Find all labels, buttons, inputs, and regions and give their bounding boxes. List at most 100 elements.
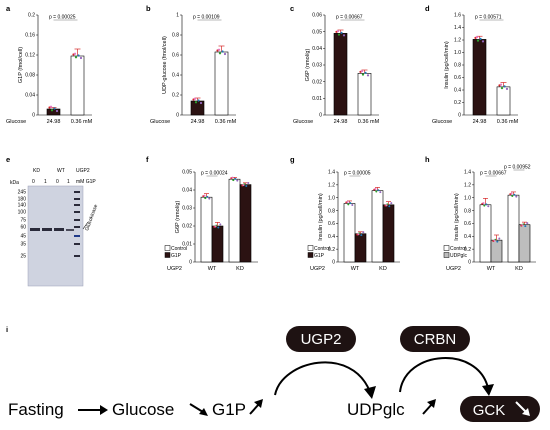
y-tick-label: 0.8 xyxy=(454,63,461,69)
chart-d: 0 0.2 0.4 0.6 0.8 1.0 1.2 1.4 1.6 Insulin (pg/cel… xyxy=(432,13,519,125)
legend-label: Control xyxy=(314,246,330,252)
data-point xyxy=(364,71,367,74)
panel-letter-a: a xyxy=(6,4,11,13)
data-point xyxy=(232,179,235,182)
y-tick-label: 1.4 xyxy=(454,25,461,31)
data-point xyxy=(340,31,343,34)
y-tick-label: 0.16 xyxy=(25,33,35,39)
x-tick-label: WT xyxy=(208,266,217,272)
y-tick-label: 0.03 xyxy=(182,206,192,212)
bar xyxy=(507,194,520,263)
blot-ladder-band xyxy=(74,198,80,200)
bar xyxy=(479,204,492,263)
p-value: p = 0.00024 xyxy=(201,171,228,177)
data-point xyxy=(197,99,200,102)
x-tick-label: 24.98 xyxy=(191,119,205,125)
bar xyxy=(228,178,241,263)
y-tick-label: 0.2 xyxy=(328,247,335,253)
bar xyxy=(214,51,229,116)
y-tick-label: 1.4 xyxy=(464,170,471,176)
bar xyxy=(472,39,487,116)
data-point xyxy=(374,188,377,191)
y-tick-label: 1 xyxy=(176,13,179,19)
bar xyxy=(200,196,213,263)
data-point xyxy=(515,195,518,198)
blot-band-label: Glucokinase xyxy=(84,204,99,232)
data-point xyxy=(50,109,54,112)
data-point xyxy=(217,226,220,229)
data-point xyxy=(203,194,206,197)
y-tick-label: 0.8 xyxy=(172,33,179,39)
x-axis-label: UGP2 xyxy=(446,266,461,272)
legend-label: G1P xyxy=(314,253,325,259)
bar xyxy=(343,203,356,263)
x-axis-label: UGP2 xyxy=(310,266,325,272)
arrow-up-udpglc xyxy=(422,403,433,415)
y-tick-label: 0.2 xyxy=(28,13,35,19)
bar xyxy=(490,239,503,263)
blot-lane-value: 0 xyxy=(32,179,35,185)
blot-lane-value: 0 xyxy=(56,179,59,185)
data-point xyxy=(375,190,378,193)
pathway-ugp2: UGP2 xyxy=(301,331,342,348)
y-tick-label: 0.2 xyxy=(172,93,179,99)
arrow-head xyxy=(427,399,436,408)
data-point xyxy=(357,233,360,236)
data-point xyxy=(521,224,524,227)
chart-b: 0 0.2 0.4 0.6 0.8 1 UDP-glucose (fmol/cell) Glu… xyxy=(150,13,237,125)
data-point xyxy=(482,202,485,205)
data-point xyxy=(214,225,217,228)
blot-marker-label: 245 xyxy=(18,190,27,196)
blot-band xyxy=(54,228,64,231)
data-point xyxy=(513,193,516,196)
panel-letter-h: h xyxy=(425,155,430,164)
y-tick-label: 0 xyxy=(468,260,471,266)
data-point xyxy=(483,204,486,207)
data-point xyxy=(337,33,341,36)
data-point xyxy=(388,205,391,208)
blot-ladder-band xyxy=(74,211,80,213)
p-value: p = 0.00667 xyxy=(480,171,507,177)
blot-marker-label: 35 xyxy=(20,242,26,248)
y-tick-label: 0.6 xyxy=(172,53,179,59)
x-tick-label: 0.36 mM xyxy=(497,119,519,125)
data-point xyxy=(366,74,370,77)
y-tick-label: 0.8 xyxy=(328,208,335,214)
data-point xyxy=(53,107,56,110)
data-point xyxy=(361,73,365,76)
data-point xyxy=(360,234,363,237)
data-point xyxy=(379,191,382,194)
x-axis-label: Glucose xyxy=(293,119,313,125)
y-tick-label: 0.2 xyxy=(454,100,461,106)
bar xyxy=(371,190,384,263)
blot-ladder-band xyxy=(74,204,80,206)
y-tick-label: 0 xyxy=(176,113,179,119)
y-axis-label: UDP-glucose (fmol/cell) xyxy=(162,36,168,94)
blot-marker-label: 75 xyxy=(20,218,26,224)
legend-label: G1P xyxy=(171,253,182,259)
x-axis-label: Glucose xyxy=(6,119,26,125)
arrow-head xyxy=(254,399,263,408)
data-point xyxy=(351,203,354,206)
y-tick-label: 1.2 xyxy=(464,183,471,189)
data-point xyxy=(242,184,245,187)
data-point xyxy=(349,202,352,205)
blot-lane-group-ugp2: UGP2 xyxy=(76,168,90,174)
x-tick-label: WT xyxy=(351,266,360,272)
y-tick-label: 0.12 xyxy=(25,53,35,59)
y-tick-label: 0.6 xyxy=(454,75,461,81)
data-point xyxy=(347,203,350,206)
y-tick-label: 0.01 xyxy=(312,96,322,102)
data-point xyxy=(524,225,527,228)
y-axis-label: Insulin (pg/cell/min) xyxy=(454,193,460,241)
y-tick-label: 0.01 xyxy=(182,242,192,248)
blot-marker-label: 180 xyxy=(18,197,27,203)
y-axis-label: G1P (fmol/cell) xyxy=(18,47,24,83)
y-tick-label: 0.4 xyxy=(454,88,461,94)
data-point xyxy=(236,179,239,182)
y-tick-label: 0 xyxy=(32,113,35,119)
bar xyxy=(382,204,395,263)
pathway-g1p: G1P xyxy=(212,400,246,419)
data-point xyxy=(73,52,77,55)
